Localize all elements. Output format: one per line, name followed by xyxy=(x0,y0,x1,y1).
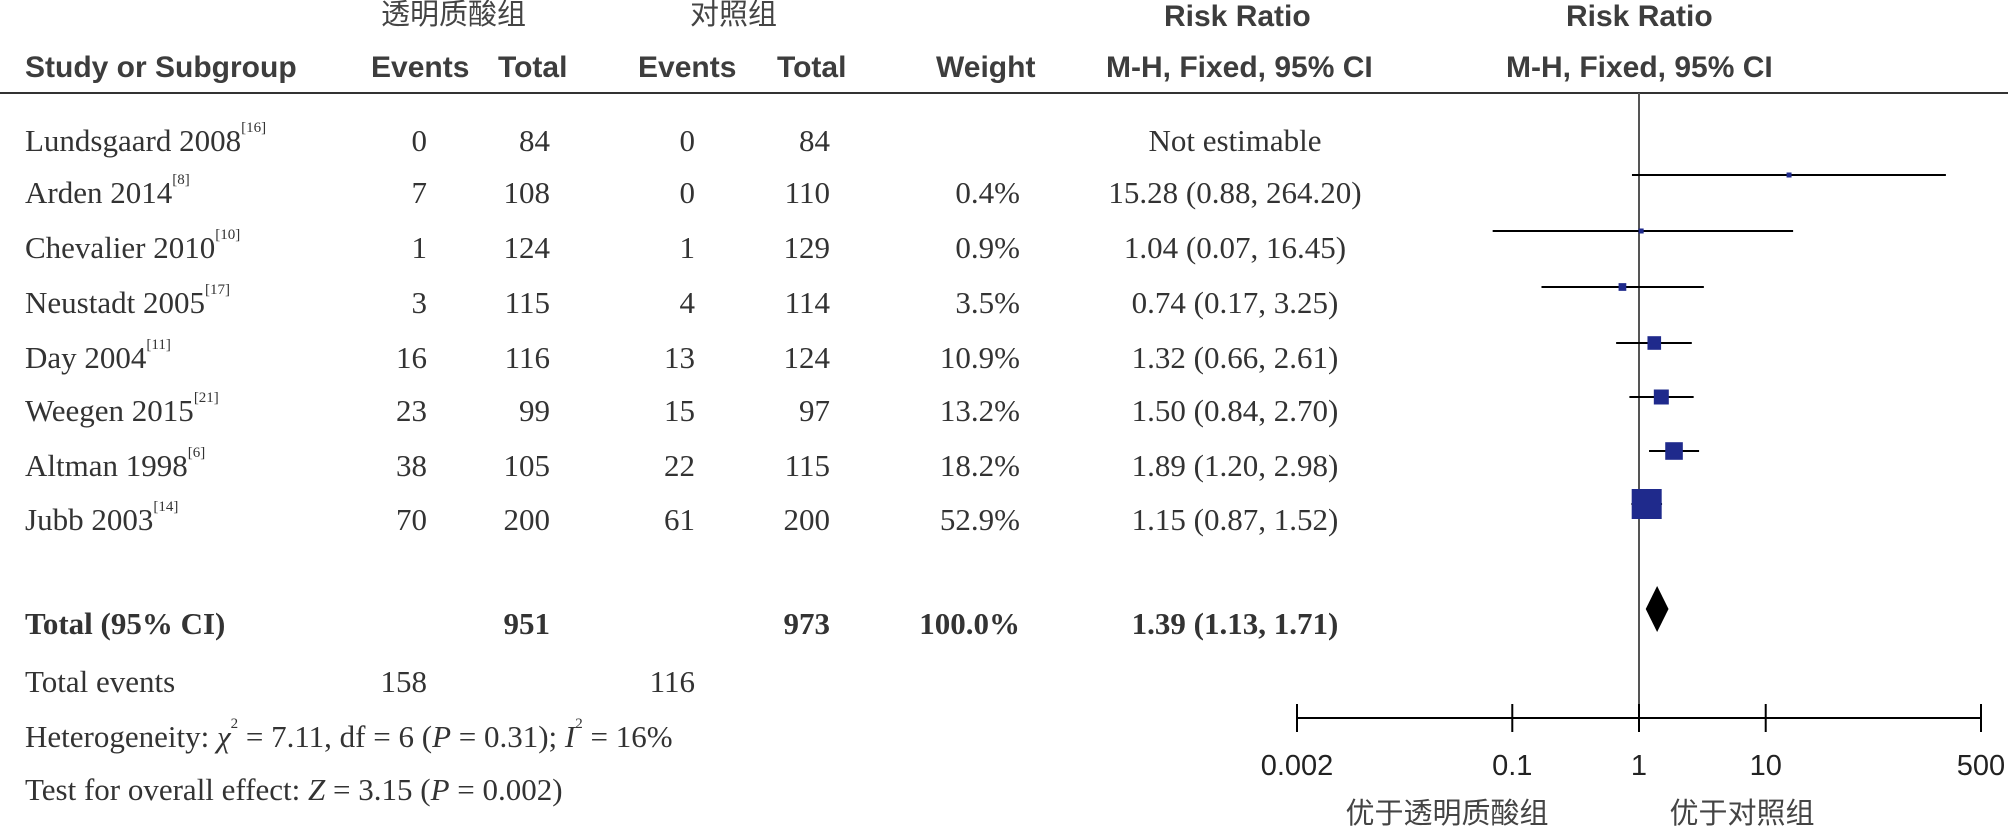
weight-cell: 0.9% xyxy=(955,230,1020,265)
total1-cell: 124 xyxy=(503,230,551,265)
point-estimate-marker xyxy=(1631,489,1662,519)
study-name: Lundsgaard 2008[16] xyxy=(25,120,267,158)
total1-cell: 108 xyxy=(503,175,551,210)
group2-header: 对照组 xyxy=(690,0,778,31)
x-tick-label: 10 xyxy=(1750,750,1782,782)
events2-header: Events xyxy=(638,51,737,84)
x-tick-label: 0.002 xyxy=(1261,750,1334,782)
total1-cell: 99 xyxy=(519,393,550,428)
study-name: Chevalier 2010[10] xyxy=(25,227,241,265)
study-name: Neustadt 2005[17] xyxy=(25,282,230,320)
x-tick-label: 500 xyxy=(1957,750,2005,782)
heterogeneity-text: Heterogeneity: χ2 = 7.11, df = 6 (P = 0.… xyxy=(25,716,673,754)
total-weight: 100.0% xyxy=(919,606,1020,641)
ci-cell: 1.89 (1.20, 2.98) xyxy=(1131,448,1339,483)
total2-cell: 200 xyxy=(783,502,831,537)
weight-cell: 52.9% xyxy=(939,502,1020,537)
total1-cell: 200 xyxy=(503,502,551,537)
total1-cell: 84 xyxy=(519,123,550,158)
weight-cell: 18.2% xyxy=(939,448,1020,483)
weight-cell: 3.5% xyxy=(955,285,1020,320)
study-name: Day 2004[11] xyxy=(25,337,171,375)
events1-cell: 16 xyxy=(396,340,427,375)
events1-cell: 1 xyxy=(411,230,428,265)
rr-title-plot: Risk Ratio xyxy=(1566,0,1713,33)
events2-cell: 22 xyxy=(664,448,695,483)
events2-cell: 0 xyxy=(679,123,696,158)
events1-header: Events xyxy=(371,51,470,84)
total2-cell: 129 xyxy=(783,230,831,265)
total2-cell: 115 xyxy=(784,448,830,483)
ci-cell: 1.15 (0.87, 1.52) xyxy=(1131,502,1339,537)
ci-cell: 1.50 (0.84, 2.70) xyxy=(1131,393,1339,428)
events1-cell: 0 xyxy=(411,123,428,158)
total2-cell: 110 xyxy=(784,175,830,210)
point-estimate-marker xyxy=(1665,442,1683,460)
total-events1: 158 xyxy=(380,664,428,699)
favours-left-label: 优于透明质酸组 xyxy=(1345,796,1548,827)
total1-cell: 115 xyxy=(504,285,550,320)
events1-cell: 3 xyxy=(411,285,428,320)
weight-cell: 0.4% xyxy=(955,175,1020,210)
total1-value: 951 xyxy=(503,606,551,641)
study-name: Weegen 2015[21] xyxy=(25,390,219,428)
events2-cell: 1 xyxy=(679,230,696,265)
total-events2: 116 xyxy=(649,664,695,699)
overall-effect-text: Test for overall effect: Z = 3.15 (P = 0… xyxy=(25,772,563,807)
rr-title-table: Risk Ratio xyxy=(1164,0,1311,33)
x-tick-label: 1 xyxy=(1631,750,1647,782)
total2-cell: 97 xyxy=(799,393,830,428)
ci-cell: Not estimable xyxy=(1148,123,1322,158)
total2-cell: 114 xyxy=(784,285,830,320)
events1-cell: 70 xyxy=(396,502,427,537)
study-column-header: Study or Subgroup xyxy=(25,51,297,84)
study-name: Altman 1998[6] xyxy=(25,445,206,483)
total2-cell: 124 xyxy=(783,340,831,375)
group1-header: 透明质酸组 xyxy=(381,0,527,31)
point-estimate-marker xyxy=(1638,228,1644,234)
events2-cell: 13 xyxy=(664,340,695,375)
method-header-plot: M-H, Fixed, 95% CI xyxy=(1506,51,1773,84)
header-divider xyxy=(0,92,2008,94)
total-ci: 1.39 (1.13, 1.71) xyxy=(1131,606,1339,641)
point-estimate-marker xyxy=(1786,172,1792,178)
study-name: Jubb 2003[14] xyxy=(25,499,179,537)
events2-cell: 4 xyxy=(679,285,696,320)
point-estimate-marker xyxy=(1618,283,1627,291)
events2-cell: 0 xyxy=(679,175,696,210)
total1-cell: 105 xyxy=(503,448,551,483)
total2-cell: 84 xyxy=(799,123,830,158)
total1-header: Total xyxy=(498,51,568,84)
ci-cell: 1.04 (0.07, 16.45) xyxy=(1123,230,1347,265)
events1-cell: 23 xyxy=(396,393,427,428)
study-name: Arden 2014[8] xyxy=(25,172,190,210)
ci-cell: 15.28 (0.88, 264.20) xyxy=(1108,175,1362,210)
x-tick-label: 0.1 xyxy=(1492,750,1532,782)
pooled-diamond xyxy=(1645,586,1669,632)
total-label: Total (95% CI) xyxy=(25,606,226,641)
ci-cell: 1.32 (0.66, 2.61) xyxy=(1131,340,1339,375)
method-header-table: M-H, Fixed, 95% CI xyxy=(1106,51,1373,84)
point-estimate-marker xyxy=(1647,336,1662,350)
events1-cell: 38 xyxy=(396,448,427,483)
total-events-label: Total events xyxy=(25,664,176,699)
events2-cell: 15 xyxy=(664,393,695,428)
events1-cell: 7 xyxy=(411,175,428,210)
weight-cell: 13.2% xyxy=(939,393,1020,428)
total2-value: 973 xyxy=(783,606,831,641)
weight-cell: 10.9% xyxy=(939,340,1020,375)
total2-header: Total xyxy=(777,51,847,84)
favours-right-label: 优于对照组 xyxy=(1669,796,1814,827)
events2-cell: 61 xyxy=(664,502,695,537)
ci-cell: 0.74 (0.17, 3.25) xyxy=(1131,285,1339,320)
total1-cell: 116 xyxy=(504,340,550,375)
point-estimate-marker xyxy=(1653,389,1669,405)
weight-header: Weight xyxy=(936,51,1036,84)
